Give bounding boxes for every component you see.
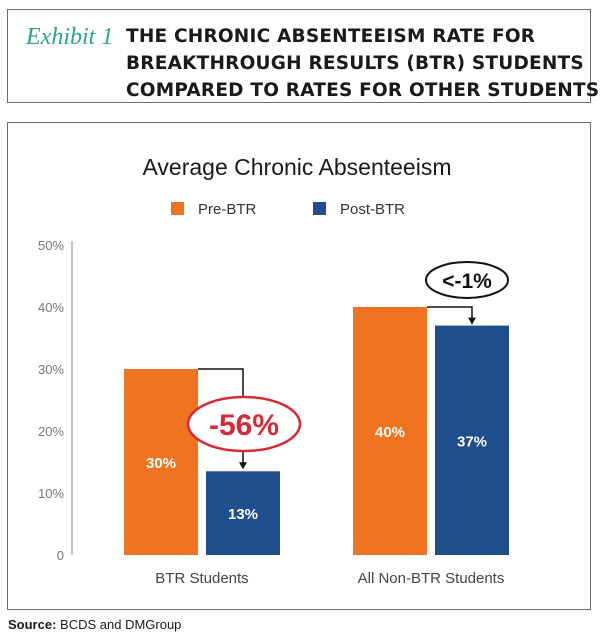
header-title-line: BREAKTHROUGH RESULTS (BTR) STUDENTS [126, 53, 584, 74]
source-note: Source: BCDS and DMGroup [8, 617, 181, 632]
change-arrowhead [468, 317, 476, 325]
y-tick-label: 20% [38, 424, 64, 439]
chart-title: Average Chronic Absenteeism [143, 154, 452, 180]
change-callout-ellipse [186, 395, 302, 453]
change-callout-text: <-1% [442, 270, 492, 293]
change-callout-text: -56% [209, 409, 279, 442]
x-category-label: All Non-BTR Students [358, 570, 505, 587]
bar-value-label: 30% [146, 455, 176, 472]
y-tick-label: 10% [38, 486, 64, 501]
chart-box [7, 122, 591, 610]
change-arrowhead [239, 462, 247, 470]
legend-label-post: Post-BTR [340, 201, 405, 218]
bar-pre [124, 369, 198, 555]
bar-post [435, 325, 509, 555]
change-connector [427, 306, 473, 319]
header-title-line: COMPARED TO RATES FOR OTHER STUDENTS [126, 80, 600, 101]
x-category-label: BTR Students [155, 570, 248, 587]
header-box: Exhibit 1 THE CHRONIC ABSENTEEISM RATE F… [7, 9, 600, 104]
legend-swatch-pre [171, 202, 184, 215]
exhibit-label: Exhibit 1 [26, 24, 114, 50]
bar-value-label: 13% [228, 506, 258, 523]
bar-chart: Average Chronic Absenteeism Pre-BTR Post-B… [38, 154, 509, 587]
y-tick-label: 50% [38, 238, 64, 253]
legend-swatch-post [313, 202, 326, 215]
bar-value-label: 40% [375, 424, 405, 441]
legend-label-pre: Pre-BTR [198, 201, 257, 218]
source-text: BCDS and DMGroup [60, 617, 182, 632]
y-tick-label: 0 [57, 548, 64, 563]
bar-post [206, 471, 280, 555]
source-label: Source: [8, 617, 57, 632]
y-tick-label: 40% [38, 300, 64, 315]
header-title-line: THE CHRONIC ABSENTEEISM RATE FOR [126, 26, 536, 47]
bar-pre [353, 307, 427, 555]
change-callout-ellipse [425, 261, 509, 299]
header-title: THE CHRONIC ABSENTEEISM RATE FOR BREAKTH… [126, 23, 600, 104]
y-tick-label: 30% [38, 362, 64, 377]
bar-value-label: 37% [457, 433, 487, 450]
